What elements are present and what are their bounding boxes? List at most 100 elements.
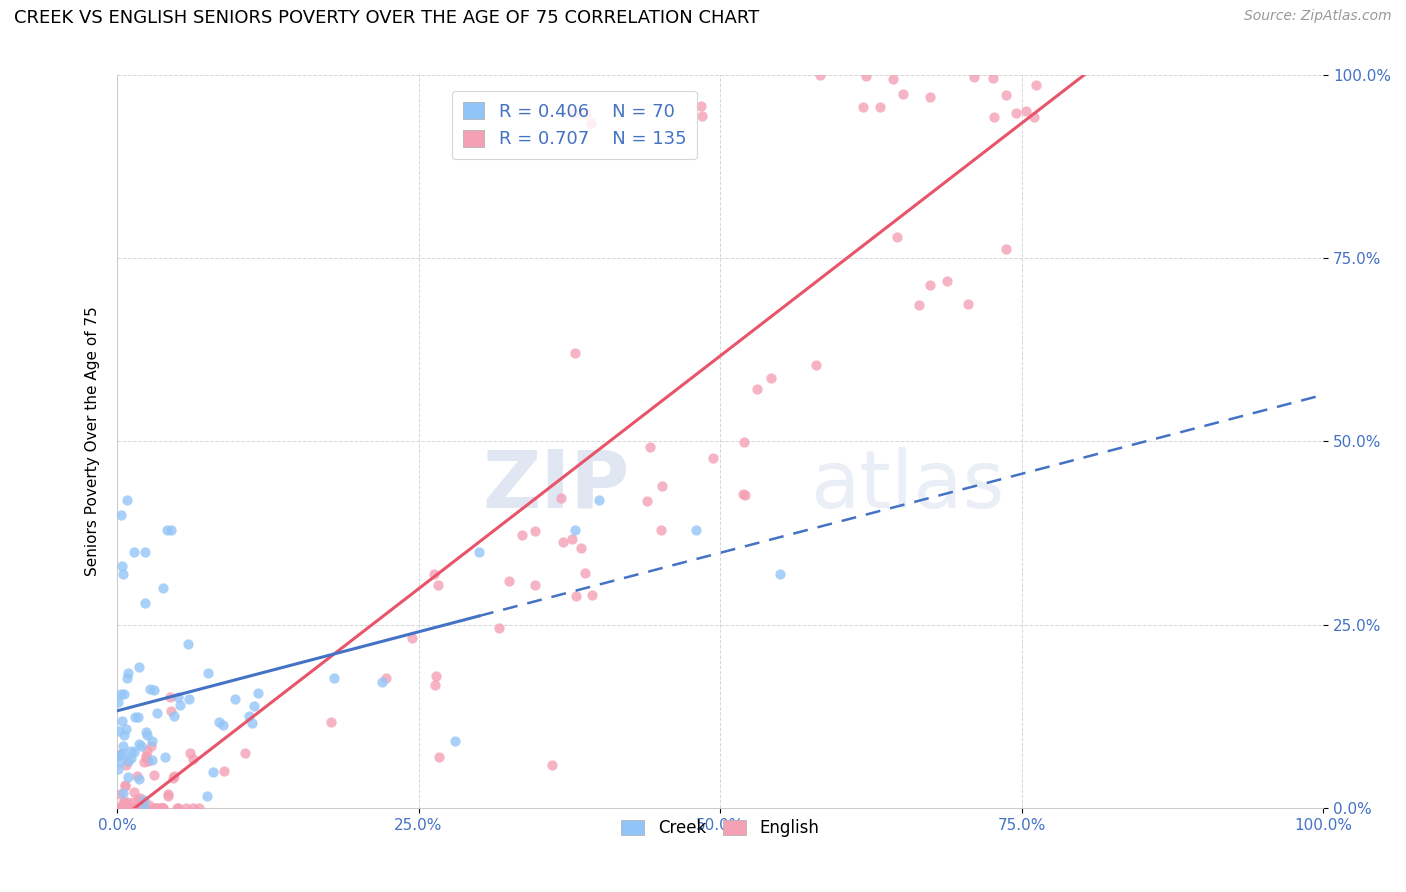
Point	[734, 488, 756, 502]
Point	[108, 801, 131, 815]
Text: ZIP: ZIP	[482, 447, 630, 524]
Point	[808, 68, 831, 82]
Point	[936, 274, 959, 288]
Point	[111, 746, 134, 760]
Point	[524, 578, 547, 592]
Point	[581, 588, 603, 602]
Point	[1022, 110, 1045, 124]
Point	[956, 296, 979, 310]
Point	[983, 110, 1005, 124]
Point	[551, 535, 574, 549]
Point	[574, 566, 596, 580]
Point	[112, 786, 135, 800]
Point	[114, 799, 136, 814]
Point	[238, 709, 260, 723]
Point	[581, 115, 603, 129]
Text: Source: ZipAtlas.com: Source: ZipAtlas.com	[1244, 9, 1392, 23]
Point	[132, 801, 155, 815]
Point	[131, 801, 153, 815]
Point	[166, 690, 188, 705]
Point	[129, 801, 152, 815]
Point	[685, 523, 707, 537]
Point	[111, 739, 134, 753]
Point	[690, 109, 713, 123]
Point	[134, 793, 156, 807]
Point	[112, 728, 135, 742]
Point	[136, 754, 159, 768]
Point	[134, 756, 156, 770]
Point	[156, 523, 179, 537]
Point	[747, 382, 769, 396]
Point	[118, 801, 141, 815]
Point	[112, 801, 135, 815]
Point	[115, 801, 138, 815]
Point	[149, 801, 172, 815]
Point	[423, 678, 446, 692]
Point	[145, 801, 167, 815]
Point	[852, 100, 875, 114]
Point	[561, 532, 583, 546]
Point	[141, 734, 163, 748]
Point	[401, 631, 423, 645]
Point	[150, 801, 173, 815]
Point	[174, 801, 197, 815]
Point	[110, 747, 132, 762]
Point	[427, 750, 450, 764]
Point	[510, 528, 533, 542]
Point	[319, 715, 342, 730]
Point	[588, 493, 610, 508]
Point	[150, 801, 173, 815]
Point	[523, 524, 546, 539]
Point	[163, 709, 186, 723]
Point	[117, 493, 139, 508]
Point	[148, 801, 170, 815]
Point	[855, 70, 877, 84]
Point	[243, 698, 266, 713]
Point	[127, 792, 149, 806]
Point	[112, 566, 135, 581]
Point	[112, 796, 135, 810]
Point	[117, 671, 139, 685]
Point	[107, 801, 129, 815]
Point	[152, 801, 174, 815]
Point	[118, 801, 141, 815]
Point	[138, 797, 160, 812]
Point	[886, 230, 908, 244]
Point	[107, 695, 129, 709]
Point	[114, 779, 136, 793]
Point	[153, 750, 176, 764]
Point	[240, 716, 263, 731]
Point	[115, 801, 138, 815]
Point	[247, 686, 270, 700]
Point	[135, 749, 157, 764]
Point	[426, 577, 449, 591]
Point	[550, 491, 572, 505]
Point	[122, 785, 145, 799]
Point	[125, 801, 148, 815]
Point	[118, 801, 141, 815]
Point	[207, 715, 229, 730]
Point	[117, 771, 139, 785]
Point	[157, 788, 180, 802]
Point	[111, 714, 134, 728]
Point	[166, 801, 188, 815]
Point	[498, 574, 520, 588]
Point	[108, 723, 131, 738]
Point	[125, 769, 148, 783]
Point	[159, 690, 181, 705]
Point	[425, 668, 447, 682]
Point	[134, 544, 156, 558]
Point	[908, 298, 931, 312]
Point	[129, 739, 152, 753]
Point	[121, 795, 143, 809]
Point	[733, 487, 755, 501]
Point	[145, 801, 167, 815]
Point	[121, 801, 143, 815]
Point	[565, 589, 588, 603]
Point	[139, 739, 162, 753]
Point	[759, 371, 782, 385]
Point	[108, 801, 131, 815]
Point	[122, 544, 145, 558]
Point	[166, 801, 188, 815]
Point	[138, 681, 160, 696]
